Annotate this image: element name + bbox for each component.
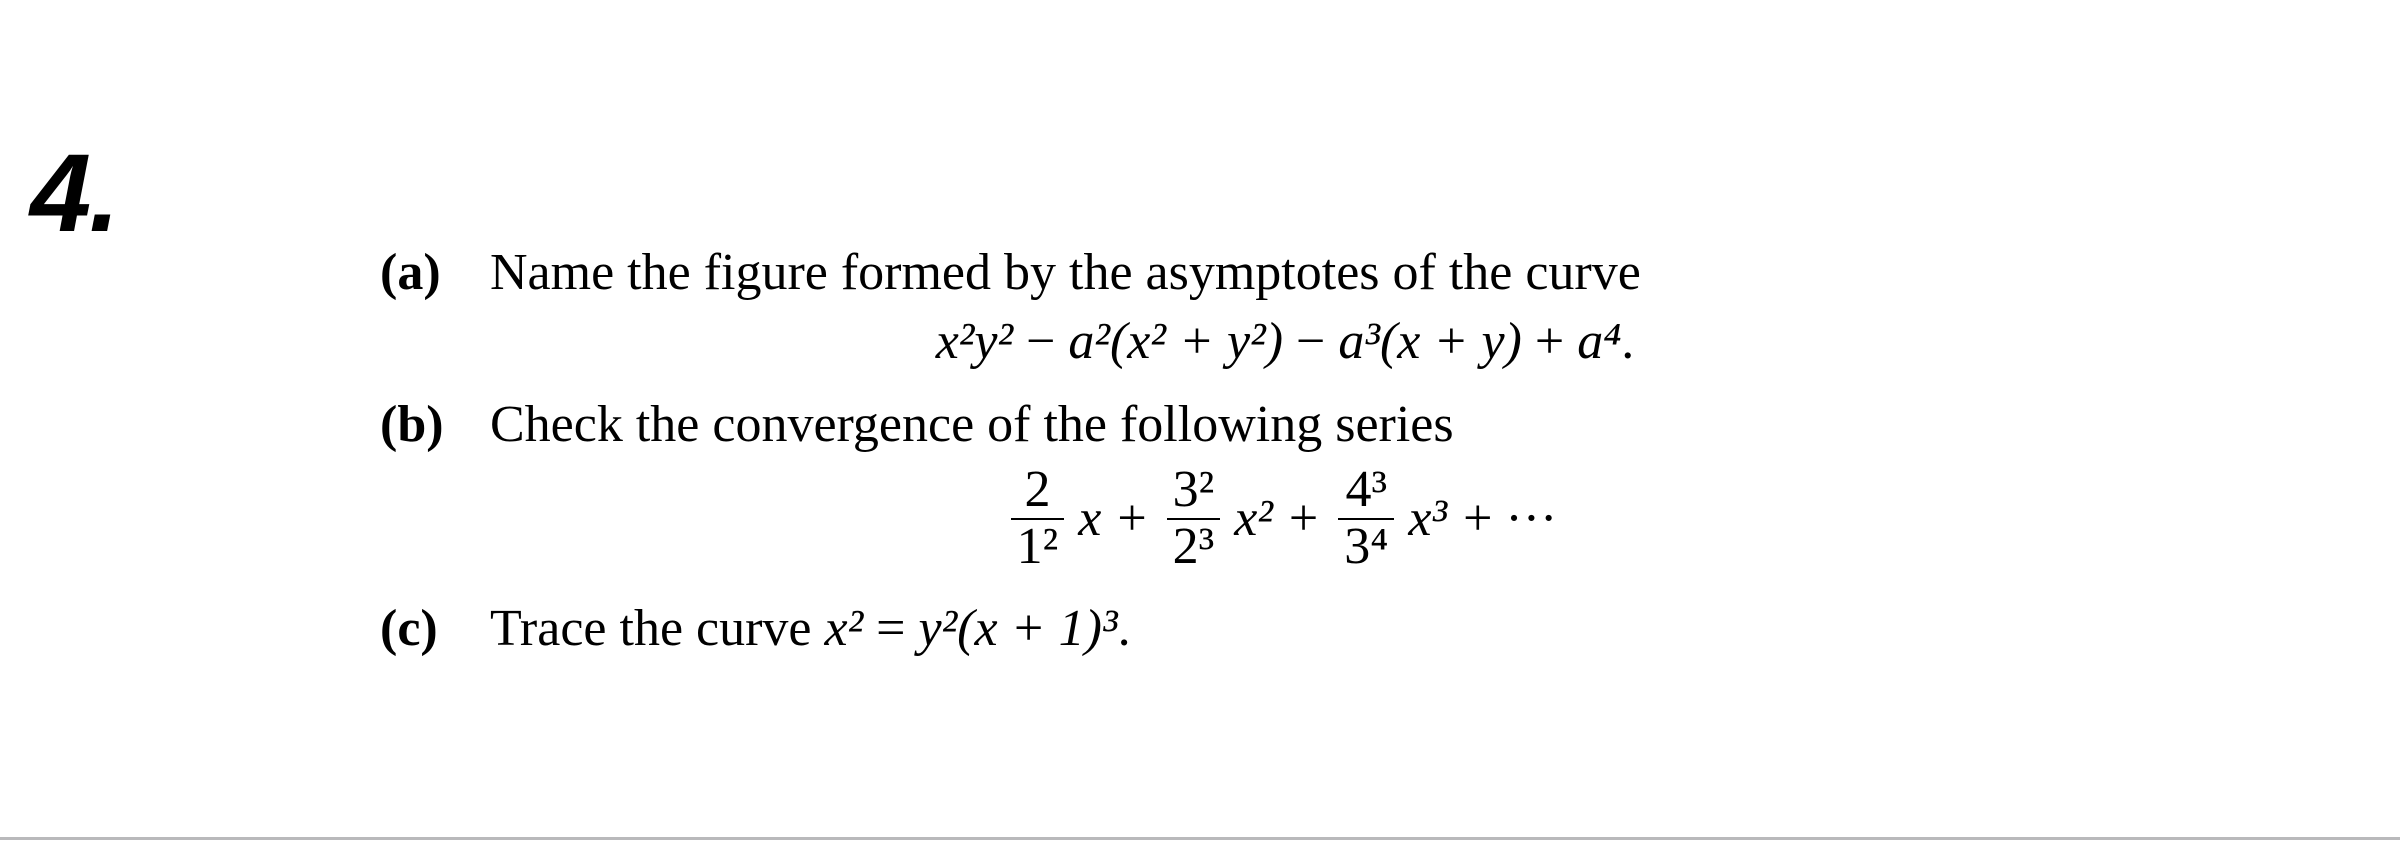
part-b-prompt: Check the convergence of the following s… xyxy=(490,396,1454,453)
part-c-suffix: . xyxy=(1118,600,1131,657)
eq-c-rhs2: (x + 1)³ xyxy=(957,600,1117,657)
series-frac-2: 3² 2³ xyxy=(1167,463,1221,574)
part-c-prefix: Trace the curve xyxy=(490,600,825,657)
series-frac-3-num: 4³ xyxy=(1338,463,1394,520)
series-frac-1: 2 1² xyxy=(1011,463,1065,574)
series-plus-1: + xyxy=(1111,486,1152,551)
part-a-text: Name the figure formed by the asymptotes… xyxy=(490,240,2080,384)
question-number: 4. xyxy=(30,130,118,257)
part-c-text: Trace the curve x² = y²(x + 1)³. xyxy=(490,596,2080,661)
eq-a-t4: a⁴ xyxy=(1577,313,1621,370)
page: 4. (a) Name the figure formed by the asy… xyxy=(0,0,2400,844)
bottom-divider xyxy=(0,837,2400,840)
series-frac-2-den: 2³ xyxy=(1167,520,1221,575)
series-var-2: x² xyxy=(1234,486,1273,551)
series-plus-2: + xyxy=(1283,486,1324,551)
series-frac-3-den: 3⁴ xyxy=(1338,520,1394,575)
part-b-text: Check the convergence of the following s… xyxy=(490,392,2080,588)
part-b: (b) Check the convergence of the followi… xyxy=(380,392,2080,588)
eq-a-t2p: (x² + y²) xyxy=(1110,313,1283,370)
part-b-series: 2 1² x + 3² 2³ x² + 4³ 3⁴ x³ xyxy=(490,463,2080,574)
part-c: (c) Trace the curve x² = y²(x + 1)³. xyxy=(380,596,2080,661)
series-frac-2-num: 3² xyxy=(1167,463,1221,520)
eq-a-t3a: a³ xyxy=(1338,313,1380,370)
part-a-label: (a) xyxy=(380,240,490,305)
part-c-label: (c) xyxy=(380,596,490,661)
eq-a-plus: + xyxy=(1522,313,1577,370)
part-a-prompt: Name the figure formed by the asymptotes… xyxy=(490,244,1641,301)
series-var-3: x³ xyxy=(1408,486,1447,551)
question-body: (a) Name the figure formed by the asympt… xyxy=(380,240,2080,669)
part-b-label: (b) xyxy=(380,392,490,457)
eq-a-t3p: (x + y) xyxy=(1380,313,1522,370)
eq-a-period: . xyxy=(1621,313,1634,370)
eq-a-minus2: − xyxy=(1283,313,1338,370)
eq-a-t2a: a² xyxy=(1068,313,1110,370)
series-frac-3: 4³ 3⁴ xyxy=(1338,463,1394,574)
part-a: (a) Name the figure formed by the asympt… xyxy=(380,240,2080,384)
eq-a-minus1: − xyxy=(1013,313,1068,370)
eq-c-rhs1: y² xyxy=(919,600,958,657)
eq-c-lhs: x² xyxy=(825,600,864,657)
series-frac-1-den: 1² xyxy=(1011,520,1065,575)
part-a-equation: x²y² − a²(x² + y²) − a³(x + y) + a⁴. xyxy=(490,309,2080,374)
series-trailing: + ··· xyxy=(1457,486,1563,551)
eq-a-t1: x²y² xyxy=(936,313,1013,370)
series-var-1: x xyxy=(1078,486,1101,551)
eq-c-eq: = xyxy=(863,600,918,657)
series-frac-1-num: 2 xyxy=(1011,463,1065,520)
